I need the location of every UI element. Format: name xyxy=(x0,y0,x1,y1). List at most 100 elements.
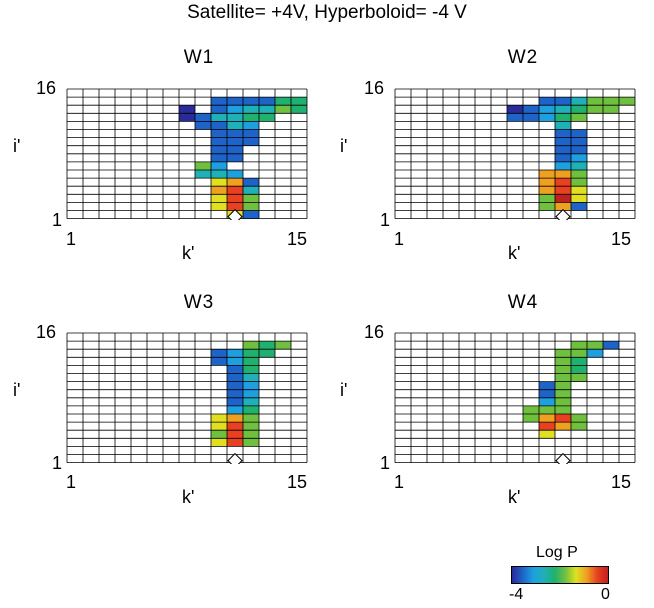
heatmap-cell xyxy=(210,145,227,154)
heatmap-cell xyxy=(538,422,555,431)
colorbar xyxy=(511,566,609,584)
x-tick-min-w4: 1 xyxy=(394,472,405,492)
heatmap-cell xyxy=(570,357,587,366)
heatmap-cell xyxy=(618,97,635,106)
panel-title-w4: W4 xyxy=(507,292,539,313)
heatmap-cell xyxy=(210,186,227,195)
colorbar-max-label: 0 xyxy=(601,586,610,603)
y-tick-max-w3: 16 xyxy=(36,322,57,342)
x-tick-max-w1: 15 xyxy=(287,229,308,249)
y-axis-label-w4: i' xyxy=(340,380,348,400)
heatmap-cell xyxy=(522,413,539,423)
heatmap-cell xyxy=(570,349,587,358)
heatmap-cell xyxy=(554,97,571,106)
heatmap-cell xyxy=(570,373,587,382)
heatmap-cell xyxy=(226,357,243,366)
heatmap-cell xyxy=(586,341,603,350)
heatmap-cell xyxy=(226,373,243,382)
heatmap-cell xyxy=(194,169,211,179)
heatmap-cell xyxy=(538,202,555,211)
heatmap-cell xyxy=(586,105,603,114)
heatmap-svg xyxy=(394,332,636,464)
x-tick-max-w4: 15 xyxy=(611,472,632,492)
heatmap-cell xyxy=(242,113,259,122)
heatmap-cell xyxy=(258,97,275,106)
heatmap-cell xyxy=(538,413,555,423)
heatmap-cell xyxy=(538,430,555,439)
heatmap-cell xyxy=(210,137,227,146)
heatmap-cell xyxy=(554,389,571,398)
heatmap-svg xyxy=(394,88,636,220)
heatmap-cell xyxy=(179,113,195,122)
heatmap-cell xyxy=(258,341,275,350)
heatmap-cell xyxy=(554,357,571,366)
heatmap-cell xyxy=(210,178,227,187)
heatmap-cell xyxy=(210,438,227,447)
heatmap-cell xyxy=(570,113,587,122)
y-tick-min-w3: 1 xyxy=(52,453,63,473)
heatmap-cell xyxy=(242,121,259,130)
heatmap-cell xyxy=(586,349,603,358)
heatmap-cell xyxy=(226,129,243,138)
heatmap-cell xyxy=(210,349,227,358)
heatmap-cell xyxy=(538,194,555,203)
y-axis-label-w3: i' xyxy=(13,380,21,400)
heatmap-cell xyxy=(274,105,291,114)
heatmap-cell xyxy=(570,413,587,423)
y-tick-max-w4: 16 xyxy=(364,322,385,342)
panel-title-w1: W1 xyxy=(183,47,215,68)
heatmap-cell xyxy=(210,113,227,122)
heatmap-cell xyxy=(570,178,587,187)
y-tick-min-w4: 1 xyxy=(380,453,391,473)
y-tick-max-w1: 16 xyxy=(36,78,57,98)
heatmap-cell xyxy=(570,129,587,138)
panel-title-w2: W2 xyxy=(507,47,539,68)
heatmap-cell xyxy=(554,422,571,431)
x-axis-label-w3: k' xyxy=(182,487,195,507)
heatmap-cell xyxy=(570,341,587,350)
heatmap-cell xyxy=(554,137,571,146)
heatmap-cell xyxy=(554,169,571,179)
heatmap-cell xyxy=(226,153,243,162)
heatmap-cell xyxy=(570,186,587,195)
diamond-marker xyxy=(227,452,243,464)
diamond-marker xyxy=(555,208,571,220)
heatmap-cell xyxy=(226,438,243,447)
heatmap-cell xyxy=(226,194,243,203)
heatmap-cell xyxy=(554,121,571,130)
heatmap-cell xyxy=(242,422,259,431)
heatmap-cell xyxy=(570,137,587,146)
heatmap-cell xyxy=(538,389,555,398)
heatmap-cell xyxy=(210,413,227,423)
heatmap-cell xyxy=(242,373,259,382)
heatmap-cell xyxy=(554,349,571,358)
heatmap-cell xyxy=(570,365,587,374)
heatmap-cell xyxy=(554,105,571,114)
colorbar-title: Log P xyxy=(536,544,578,561)
heatmap-cell xyxy=(226,145,243,154)
heatmap-grid-w4 xyxy=(394,332,636,464)
heatmap-cell xyxy=(538,381,555,390)
heatmap-grid-w2 xyxy=(394,88,636,220)
heatmap-cell xyxy=(538,397,555,406)
heatmap-cell xyxy=(210,121,227,130)
heatmap-cell xyxy=(554,161,571,170)
heatmap-cell xyxy=(554,178,571,187)
heatmap-cell xyxy=(210,105,227,114)
panel-title-w3: W3 xyxy=(183,292,215,313)
heatmap-cell xyxy=(210,422,227,431)
heatmap-cell xyxy=(226,178,243,187)
diamond-marker xyxy=(227,208,243,220)
x-tick-max-w3: 15 xyxy=(287,472,308,492)
heatmap-cell xyxy=(586,97,603,106)
heatmap-cell xyxy=(226,186,243,195)
heatmap-cell xyxy=(226,430,243,439)
heatmap-cell xyxy=(538,186,555,195)
heatmap-cell xyxy=(226,202,243,211)
heatmap-cell xyxy=(602,105,619,114)
heatmap-cell xyxy=(258,349,275,358)
heatmap-cell xyxy=(274,97,291,106)
heatmap-cell xyxy=(242,105,259,114)
heatmap-cell xyxy=(522,105,539,114)
heatmap-cell xyxy=(179,105,195,114)
